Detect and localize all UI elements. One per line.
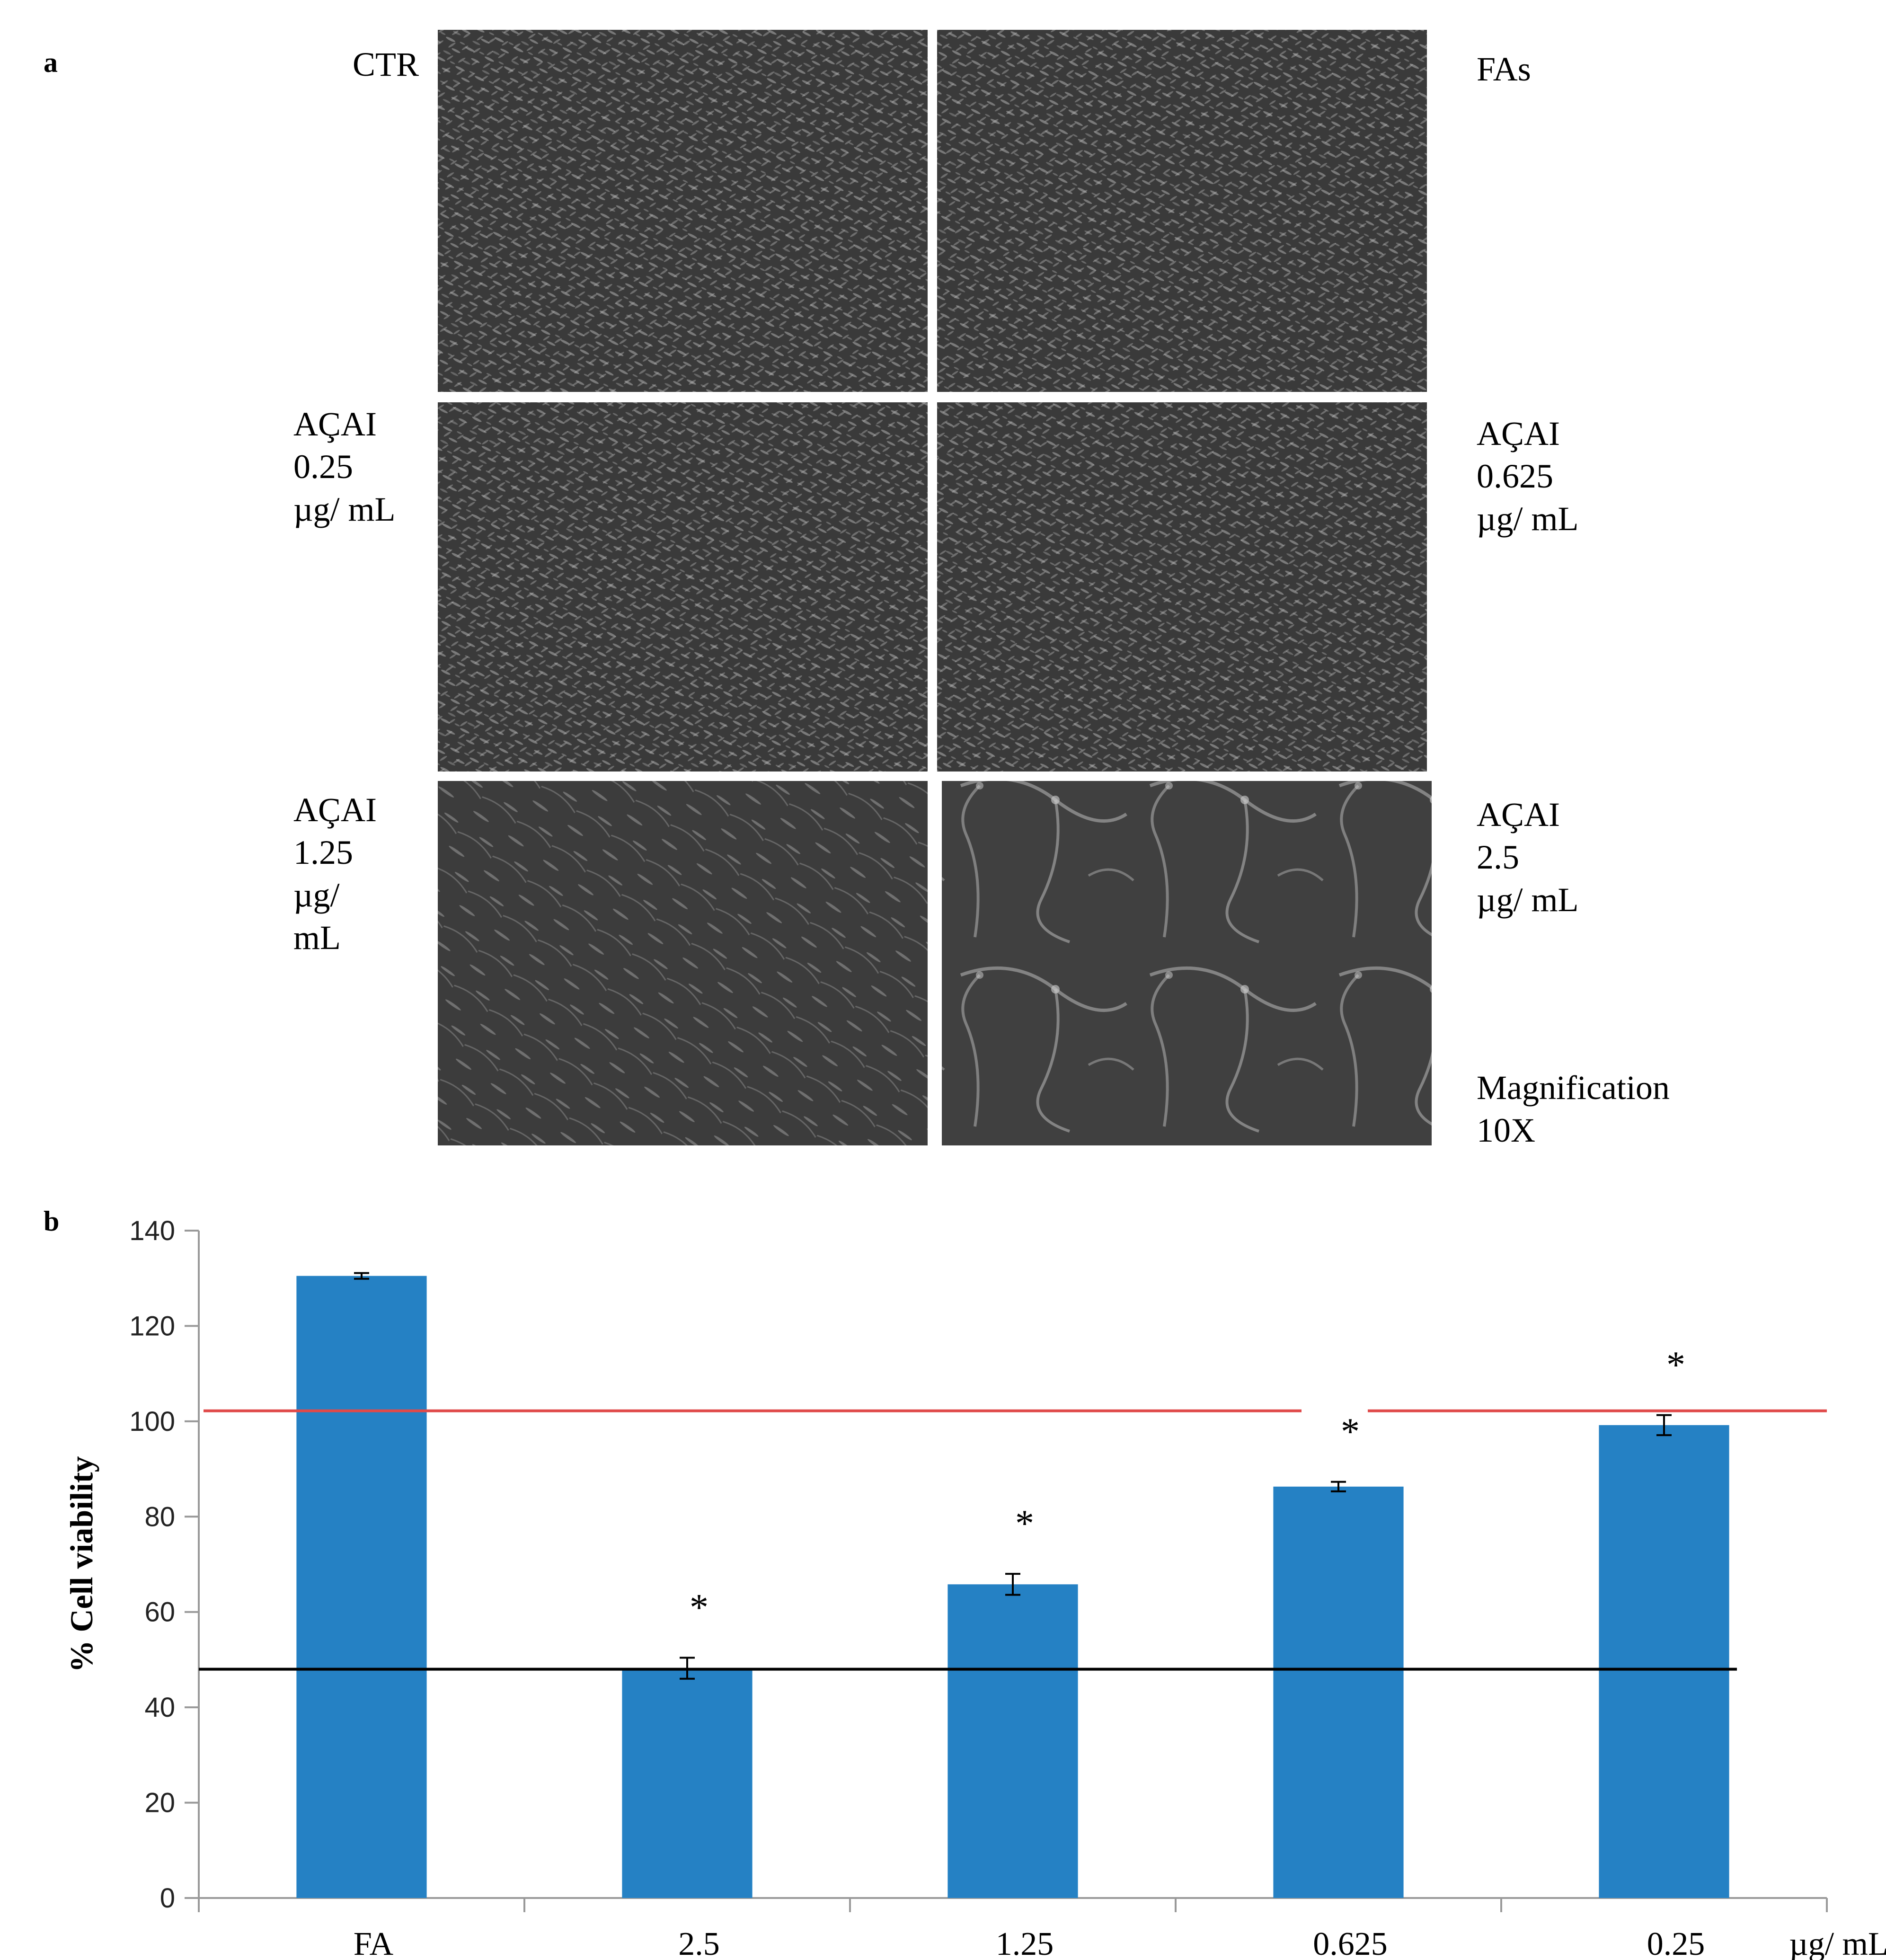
x-category-label: FA bbox=[354, 1926, 394, 1960]
panel-b: b 0 20 40 60 80 100 120 140 % Cell viability FA * 2.… bbox=[44, 1206, 1886, 1960]
x-category-label: 2.5 bbox=[678, 1926, 720, 1960]
x-category-label: 1.25 bbox=[996, 1926, 1054, 1960]
micrograph-label-0-line-0: CTR bbox=[353, 45, 419, 83]
panel-letter-b: b bbox=[44, 1206, 59, 1237]
micrograph-panel-2: AÇAI 0.25 µg/ mL bbox=[293, 402, 928, 772]
micrograph-label-4-line-3: mL bbox=[293, 919, 341, 957]
y-tick-label: 100 bbox=[129, 1406, 175, 1437]
magnification-label-line-0: Magnification bbox=[1477, 1069, 1670, 1107]
bar-0.25 bbox=[1599, 1425, 1729, 1898]
micrograph-panel-3: AÇAI 0.625 µg/ mL bbox=[937, 402, 1578, 772]
y-tick-label: 60 bbox=[144, 1597, 175, 1628]
y-tick-label: 0 bbox=[160, 1883, 175, 1914]
micrograph-panel-4: AÇAI 1.25 µg/mL bbox=[293, 781, 928, 1145]
panel-letter-a: a bbox=[44, 47, 58, 78]
micrograph-label-1-line-0: FAs bbox=[1477, 50, 1531, 88]
magnification-label-line-1: 10X bbox=[1477, 1111, 1535, 1149]
micrograph-label-4-line-1: 1.25 bbox=[293, 834, 353, 871]
micrograph-label-4-line-0: AÇAI bbox=[293, 791, 377, 829]
micrograph-panel-5: AÇAI 2.5 µg/ mL bbox=[942, 781, 1578, 1145]
micrograph-texture bbox=[937, 402, 1427, 772]
micrograph-label-5-line-2: µg/ mL bbox=[1477, 881, 1578, 919]
y-tick-label: 40 bbox=[144, 1692, 175, 1723]
micrograph-label-2-line-0: AÇAI bbox=[293, 405, 377, 443]
significance-marker: * bbox=[1666, 1344, 1685, 1386]
bar-0.625 bbox=[1273, 1486, 1404, 1898]
x-unit-label: µg/ mL bbox=[1789, 1926, 1886, 1960]
micrograph-texture bbox=[937, 30, 1427, 392]
x-category-label: 0.25 bbox=[1647, 1926, 1705, 1960]
bar-FA bbox=[296, 1276, 427, 1898]
micrograph-label-3-line-1: 0.625 bbox=[1477, 457, 1553, 495]
micrograph-texture bbox=[438, 30, 928, 392]
micrograph-label-2-line-2: µg/ mL bbox=[293, 490, 395, 528]
micrograph-texture bbox=[438, 402, 928, 772]
significance-marker: * bbox=[1341, 1411, 1360, 1453]
x-category-label: 0.625 bbox=[1313, 1926, 1388, 1960]
micrograph-panel-1: FAs bbox=[937, 30, 1531, 392]
cell-micrograph-network-icon bbox=[942, 781, 1432, 1145]
y-tick-label: 20 bbox=[144, 1788, 175, 1818]
bar-1.25 bbox=[947, 1584, 1078, 1898]
bar-2.5 bbox=[622, 1668, 753, 1898]
micrograph-label-3-line-2: µg/ mL bbox=[1477, 500, 1578, 538]
micrograph-label-5-line-0: AÇAI bbox=[1477, 796, 1560, 834]
micrograph-panel-0: CTR bbox=[353, 30, 928, 392]
cell-micrograph-sparse-icon bbox=[438, 781, 928, 1145]
micrograph-label-2-line-1: 0.25 bbox=[293, 448, 353, 486]
y-axis-title: % Cell viability bbox=[63, 1456, 99, 1672]
significance-marker: * bbox=[1015, 1503, 1034, 1544]
y-tick-label: 120 bbox=[129, 1311, 175, 1341]
micrograph-label-4-line-2: µg/ bbox=[293, 876, 340, 914]
significance-marker: * bbox=[690, 1587, 708, 1628]
micrograph-label-3-line-0: AÇAI bbox=[1477, 415, 1560, 452]
y-tick-label: 140 bbox=[129, 1215, 175, 1246]
y-tick-label: 80 bbox=[144, 1501, 175, 1532]
micrograph-label-5-line-1: 2.5 bbox=[1477, 838, 1519, 876]
